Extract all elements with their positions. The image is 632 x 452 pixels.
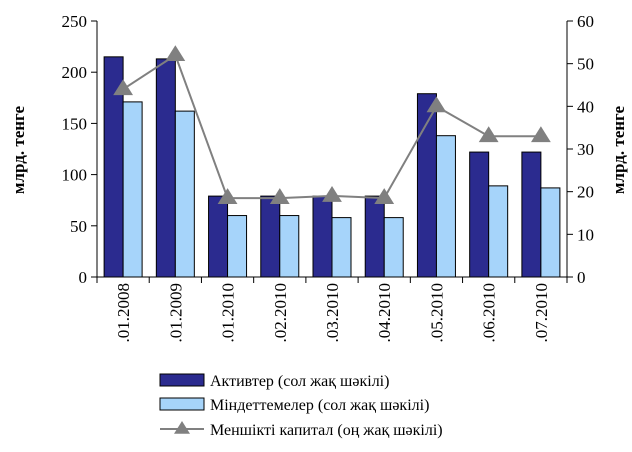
bar-assets-1 xyxy=(155,58,176,278)
equity-marker-0 xyxy=(113,79,134,96)
left-tick-label-0: 0 xyxy=(79,268,88,287)
bar-liabilities-1 xyxy=(174,110,195,278)
right-y-axis: 0 10 20 30 40 50 60 xyxy=(566,12,594,287)
bar-assets-2 xyxy=(208,195,229,278)
legend-marker-2 xyxy=(174,421,190,434)
bar-assets-5 xyxy=(364,195,385,278)
x-tick-label-6: .05.2010 xyxy=(427,283,446,343)
legend-label-0: Активтер (сол жақ шәкілі) xyxy=(210,373,389,390)
legend-swatch-0 xyxy=(159,373,205,387)
equity-marker-4 xyxy=(322,185,342,202)
bar-assets-4 xyxy=(312,195,333,278)
bar-liabilities-6 xyxy=(435,135,456,278)
bar-assets-7 xyxy=(469,151,490,278)
x-tick-label-4: .03.2010 xyxy=(323,283,342,343)
x-tick-label-0: .01.2008 xyxy=(114,283,133,343)
bar-liabilities-4 xyxy=(331,217,352,278)
equity-marker-7 xyxy=(478,126,499,143)
right-tick-label-0: 0 xyxy=(577,268,586,287)
equity-marker-8 xyxy=(530,126,551,143)
right-y-axis-title: млрд. тенге xyxy=(609,105,628,194)
x-axis: .01.2008 .01.2009 .01.2010 .02.2010 .03.2010… xyxy=(96,276,568,343)
left-tick-label-4: 200 xyxy=(62,63,88,82)
left-y-axis-title: млрд. тенге xyxy=(9,105,28,194)
right-tick-label-3: 30 xyxy=(577,140,594,159)
x-tick-label-1: .01.2009 xyxy=(166,283,185,343)
bar-liabilities-5 xyxy=(383,217,404,278)
legend-label-2: Меншікті капитал (оң жақ шәкілі) xyxy=(210,422,443,439)
right-tick-label-4: 40 xyxy=(577,97,594,116)
right-tick-label-2: 20 xyxy=(577,183,594,202)
right-tick-label-5: 50 xyxy=(577,55,594,74)
x-tick-label-8: .07.2010 xyxy=(532,283,551,343)
left-tick-label-3: 150 xyxy=(62,114,88,133)
equity-marker-3 xyxy=(269,188,290,204)
bar-liabilities-2 xyxy=(227,215,248,278)
plot-area xyxy=(103,45,561,278)
equity-marker-5 xyxy=(374,188,395,204)
legend: Активтер (сол жақ шәкілі) Міндеттемелер (… xyxy=(159,373,443,439)
bar-assets-8 xyxy=(521,151,542,278)
x-tick-label-5: .04.2010 xyxy=(375,283,394,343)
bar-assets-3 xyxy=(260,195,281,278)
equity-marker-6 xyxy=(426,96,447,113)
x-tick-label-3: .02.2010 xyxy=(271,283,290,343)
equity-marker-1 xyxy=(165,45,186,62)
left-tick-label-2: 100 xyxy=(62,166,88,185)
left-tick-label-5: 250 xyxy=(62,12,88,31)
bar-liabilities-8 xyxy=(540,187,561,278)
x-tick-label-7: .06.2010 xyxy=(480,283,499,343)
right-tick-label-6: 60 xyxy=(577,12,594,31)
left-y-axis: 0 50 100 150 200 250 xyxy=(62,12,98,287)
legend-label-1: Міндеттемелер (сол жақ шәкілі) xyxy=(210,397,429,414)
bar-liabilities-0 xyxy=(122,101,143,278)
x-tick-label-2: .01.2010 xyxy=(219,283,238,343)
bar-liabilities-7 xyxy=(488,185,509,278)
right-tick-label-1: 10 xyxy=(577,225,594,244)
left-tick-label-1: 50 xyxy=(70,217,87,236)
bar-liabilities-3 xyxy=(279,215,300,278)
equity-marker-2 xyxy=(217,188,238,204)
legend-swatch-1 xyxy=(159,397,205,411)
